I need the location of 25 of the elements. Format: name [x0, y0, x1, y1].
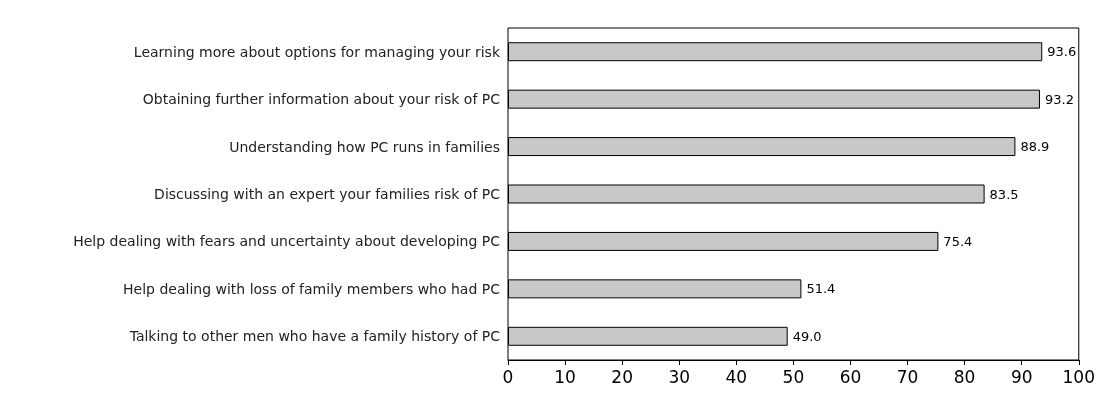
y-tick-label: Discussing with an expert your families risk of PC — [154, 186, 501, 202]
x-tick-label: 50 — [782, 366, 805, 387]
x-tick-label: 80 — [953, 366, 976, 387]
x-tick-label: 40 — [725, 366, 748, 387]
x-tick-label: 0 — [502, 366, 514, 387]
y-tick-label: Talking to other men who have a family history of PC — [128, 328, 501, 345]
x-tick-label: 30 — [668, 366, 691, 387]
x-tick-label: 100 — [1062, 366, 1095, 387]
x-tick-label: 10 — [554, 366, 576, 387]
x-tick-label: 70 — [896, 366, 919, 387]
x-tick-label: 90 — [1010, 366, 1033, 387]
y-tick-label: Help dealing with loss of family members who had PC — [123, 280, 501, 297]
data-label: 49.0 — [792, 328, 822, 344]
y-tick-label: Learning more about options for managing your risk — [133, 43, 501, 60]
data-label: 93.2 — [1044, 91, 1074, 107]
data-label: 75.4 — [943, 233, 973, 249]
data-label: 83.5 — [989, 186, 1019, 202]
data-label: 51.4 — [806, 281, 836, 297]
data-label: 88.9 — [1020, 139, 1050, 155]
y-tick-label: Help dealing with fears and uncertainty about developing PC — [73, 233, 501, 250]
x-tick-label: 20 — [611, 366, 633, 387]
y-tick-label: Understanding how PC runs in families — [229, 138, 500, 155]
y-tick-label: Obtaining further information about your risk of PC — [142, 91, 501, 108]
x-tick-label: 60 — [839, 366, 862, 387]
data-label: 93.6 — [1047, 44, 1077, 60]
